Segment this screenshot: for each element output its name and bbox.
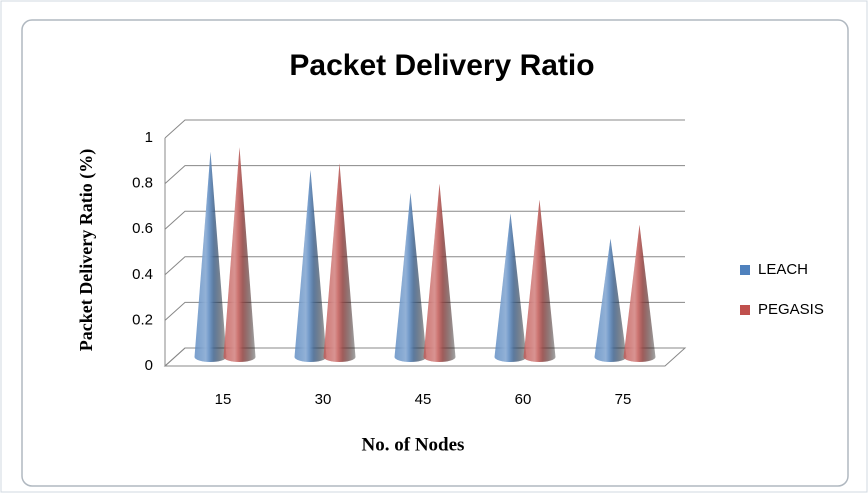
x-tick-label: 30: [315, 391, 332, 408]
cone-highlight: [594, 238, 627, 362]
cone-highlight: [323, 163, 356, 362]
cone-highlight: [423, 183, 456, 362]
cone-highlight: [523, 199, 556, 362]
y-tick-label: 0.2: [132, 311, 153, 328]
cone-highlight: [623, 224, 656, 362]
x-tick-label: 60: [515, 391, 532, 408]
x-tick-label: 45: [415, 391, 432, 408]
chart-title: Packet Delivery Ratio: [289, 49, 594, 82]
y-tick-label: 0: [145, 357, 153, 374]
cone-highlight: [294, 170, 327, 362]
legend-swatch: [740, 265, 750, 275]
grid-line: [164, 165, 685, 184]
legend-label: LEACH: [758, 261, 808, 278]
cone-highlight: [194, 151, 227, 362]
x-tick-label: 75: [615, 391, 632, 408]
grid-line: [164, 210, 685, 230]
y-tick-label: 0.4: [132, 266, 153, 283]
x-tick-label: 15: [215, 391, 232, 408]
grid-line: [164, 256, 685, 276]
legend-label: PEGASIS: [758, 301, 824, 318]
y-tick-label: 0.8: [132, 175, 153, 192]
x-axis-label: No. of Nodes: [362, 434, 465, 455]
y-tick-label: 1: [145, 129, 153, 146]
legend-swatch: [740, 305, 750, 315]
cone-highlight: [394, 192, 427, 362]
grid-line: [164, 119, 685, 139]
y-tick-label: 0.6: [132, 220, 153, 237]
cone-highlight: [223, 147, 256, 362]
y-axis-label: Packet Delivery Ratio (%): [76, 149, 97, 351]
cone-highlight: [494, 213, 527, 362]
